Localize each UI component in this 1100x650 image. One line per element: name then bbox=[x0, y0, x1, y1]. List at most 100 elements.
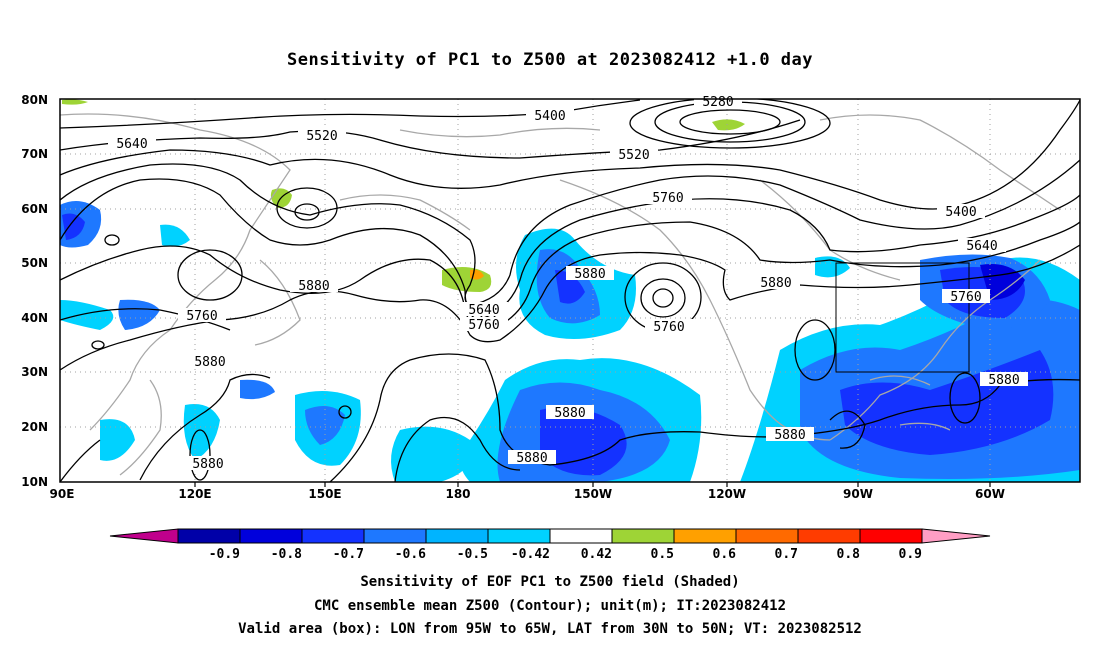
shade-patch bbox=[60, 300, 114, 330]
coastline bbox=[119, 379, 162, 476]
shade-patch bbox=[62, 213, 85, 240]
colorbar-box bbox=[177, 528, 241, 544]
coastline bbox=[399, 127, 601, 138]
colorbar-labels: -0.9 -0.8 -0.7 -0.6 -0.5 -0.42 0.42 0.5 0.6 0.7 0.… bbox=[209, 547, 922, 562]
svg-text:5280: 5280 bbox=[702, 95, 733, 110]
svg-text:5880: 5880 bbox=[192, 457, 223, 472]
footer-line-3: Valid area (box): LON from 95W to 65W, L… bbox=[238, 621, 862, 637]
contour-label: 5880 bbox=[508, 450, 556, 466]
contour-label: 5880 bbox=[184, 456, 232, 472]
colorbar-label: -0.6 bbox=[395, 547, 426, 562]
coastline bbox=[899, 422, 951, 431]
contour-label: 5760 bbox=[645, 319, 693, 335]
svg-text:5640: 5640 bbox=[116, 137, 147, 152]
shade-patch bbox=[160, 224, 190, 247]
svg-text:5640: 5640 bbox=[966, 239, 997, 254]
axis-ticks bbox=[194, 482, 991, 487]
contour-labels: 5280 5400 5520 5640 5760 5880 5400 5520 … bbox=[108, 94, 1028, 472]
lat-label: 40N bbox=[21, 311, 48, 325]
colorbar-box bbox=[797, 528, 861, 544]
colorbar-high-arrow bbox=[921, 528, 991, 544]
colorbar-box bbox=[549, 528, 613, 544]
contour-line bbox=[189, 429, 211, 481]
contour-label: 5400 bbox=[937, 204, 985, 220]
contour-label: 5880 bbox=[752, 275, 800, 291]
colorbar-label: -0.42 bbox=[511, 547, 550, 562]
shade-patch bbox=[240, 379, 275, 400]
shade-patch bbox=[183, 404, 220, 460]
colorbar-label: 0.8 bbox=[837, 547, 861, 562]
contour-line bbox=[829, 410, 866, 449]
contour-line bbox=[640, 278, 686, 318]
colorbar-label: -0.7 bbox=[333, 547, 364, 562]
contour-label: 5520 bbox=[298, 128, 346, 144]
lon-label: 90W bbox=[843, 487, 873, 501]
contour-line bbox=[91, 340, 105, 350]
colorbar-label: -0.9 bbox=[209, 547, 240, 562]
contour-label: 5400 bbox=[526, 108, 574, 124]
svg-text:5880: 5880 bbox=[298, 279, 329, 294]
contour-line bbox=[60, 244, 1080, 371]
contour-line bbox=[177, 249, 243, 301]
contour-line bbox=[629, 99, 831, 149]
lon-label: 150E bbox=[308, 487, 341, 501]
contour-label: 5640 bbox=[958, 238, 1006, 254]
colorbar-box bbox=[363, 528, 427, 544]
contour-line bbox=[60, 159, 1080, 306]
svg-text:5760: 5760 bbox=[186, 309, 217, 324]
contour-label: 5880 bbox=[546, 405, 594, 421]
shade-patch bbox=[62, 99, 88, 105]
contour-label: 5760 bbox=[644, 190, 692, 206]
coastline bbox=[869, 375, 931, 386]
contour-label: 5640 bbox=[108, 136, 156, 152]
svg-text:5520: 5520 bbox=[618, 148, 649, 163]
page-title: Sensitivity of PC1 to Z500 at 2023082412… bbox=[286, 50, 813, 70]
colorbar-box bbox=[239, 528, 303, 544]
contour-label: 5640 bbox=[460, 302, 508, 318]
contour-line bbox=[139, 373, 271, 481]
coastline bbox=[254, 259, 301, 346]
shade-patch bbox=[100, 419, 135, 461]
shade-patch bbox=[391, 426, 472, 482]
colorbar-label: 0.7 bbox=[775, 547, 798, 562]
colorbar-box bbox=[301, 528, 365, 544]
shade-patch bbox=[712, 119, 745, 131]
sensitivity-shading bbox=[60, 99, 1080, 482]
lat-label: 60N bbox=[21, 202, 48, 216]
contour-line bbox=[276, 187, 338, 229]
footer-line-1: Sensitivity of EOF PC1 to Z500 field (Sh… bbox=[360, 574, 740, 590]
lon-label: 60W bbox=[975, 487, 1005, 501]
svg-text:5880: 5880 bbox=[194, 355, 225, 370]
svg-text:5760: 5760 bbox=[653, 320, 684, 335]
svg-text:5400: 5400 bbox=[945, 205, 976, 220]
contour-label: 5760 bbox=[460, 317, 508, 333]
colorbar-box bbox=[673, 528, 737, 544]
svg-text:5880: 5880 bbox=[774, 428, 805, 443]
lon-label: 90E bbox=[50, 487, 75, 501]
contour-label: 5880 bbox=[980, 372, 1028, 388]
colorbar-boxes bbox=[177, 528, 923, 544]
coastline bbox=[819, 114, 1061, 211]
contour-line bbox=[794, 319, 836, 381]
contour-line bbox=[60, 119, 801, 159]
lat-label: 70N bbox=[21, 147, 48, 161]
colorbar-label: 0.5 bbox=[651, 547, 674, 562]
valid-area-box bbox=[835, 262, 970, 373]
colorbar: -0.9 -0.8 -0.7 -0.6 -0.5 -0.42 0.42 0.5 0.6 0.7 0.… bbox=[109, 528, 991, 562]
coastline bbox=[339, 194, 471, 231]
z500-contours bbox=[60, 99, 1080, 482]
svg-text:5760: 5760 bbox=[950, 290, 981, 305]
lon-label: 180 bbox=[445, 487, 470, 501]
colorbar-label: -0.5 bbox=[457, 547, 488, 562]
lon-label: 150W bbox=[574, 487, 612, 501]
contour-line bbox=[949, 372, 981, 424]
contour-line bbox=[652, 288, 674, 308]
plot-frame bbox=[59, 98, 1081, 483]
svg-text:5880: 5880 bbox=[760, 276, 791, 291]
coastline bbox=[60, 113, 291, 431]
colorbar-low-arrow bbox=[109, 528, 179, 544]
contour-line bbox=[338, 405, 352, 419]
contour-line bbox=[679, 109, 781, 135]
colorbar-label: 0.42 bbox=[581, 547, 612, 562]
